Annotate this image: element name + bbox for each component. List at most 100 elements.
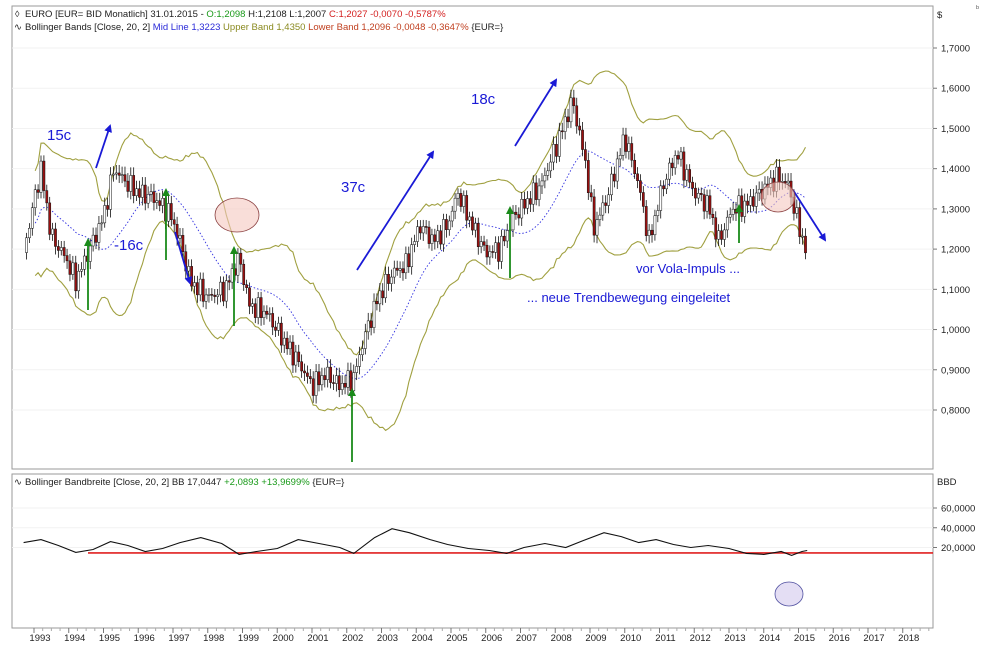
candle xyxy=(358,346,361,375)
candle xyxy=(54,222,57,255)
bandwidth-tick-label: 20,0000 xyxy=(941,543,975,554)
candle xyxy=(413,234,416,253)
candle xyxy=(795,199,799,219)
candle xyxy=(33,184,37,216)
candle xyxy=(656,204,660,223)
bandwidth-series xyxy=(23,528,933,607)
candle xyxy=(494,236,497,259)
trend-arrow-up xyxy=(514,78,558,147)
candle xyxy=(39,155,43,199)
year-tick-label: 1994 xyxy=(64,633,85,644)
candle xyxy=(146,186,150,209)
y-axis-ticks: 1,7000 1,6000 1,5000 1,4000 1,3000 1,2000 1,10… xyxy=(933,44,975,554)
candle xyxy=(491,245,495,259)
candle xyxy=(207,288,211,303)
candle xyxy=(332,374,335,390)
close-icon[interactable]: ᵇ xyxy=(976,4,979,13)
trend-arrow-up xyxy=(356,150,435,271)
year-tick-label: 2009 xyxy=(585,633,606,644)
candle xyxy=(135,180,138,202)
candle xyxy=(227,275,231,291)
candle xyxy=(311,371,315,403)
candle xyxy=(378,283,382,312)
candle xyxy=(555,136,558,164)
candle xyxy=(112,166,115,182)
candle xyxy=(149,183,153,202)
candle xyxy=(213,289,217,304)
year-tick-label: 2005 xyxy=(446,633,467,644)
bandwidth-line xyxy=(23,528,808,556)
year-tick-label: 2016 xyxy=(829,633,850,644)
bandwidth-change: +2,0893 +13,9699% xyxy=(224,477,310,488)
candle xyxy=(187,259,191,279)
candle xyxy=(731,202,735,221)
candle xyxy=(65,248,69,269)
candle xyxy=(607,187,610,214)
candle xyxy=(340,375,344,395)
candle xyxy=(91,227,95,252)
candle xyxy=(474,217,477,238)
candle xyxy=(647,223,651,244)
candle xyxy=(259,291,263,326)
candle xyxy=(586,152,590,200)
year-tick-label: 1995 xyxy=(99,633,120,644)
price-tick-label: 1,7000 xyxy=(941,44,970,55)
candle xyxy=(636,167,639,189)
annotation-15c: 15c xyxy=(47,127,72,144)
candle xyxy=(589,184,593,202)
candle xyxy=(676,150,680,165)
candle xyxy=(387,266,390,291)
candle xyxy=(534,175,538,206)
candle xyxy=(222,276,225,307)
x-axis-ticks: 1993 1994 1995 1996 1997 1998 1999 2000 2001 2002… xyxy=(29,628,930,644)
candle xyxy=(196,275,199,303)
high-low-values: H:1,2108 L:1,2007 xyxy=(248,9,326,20)
candle xyxy=(97,215,101,251)
price-tick-label: 1,3000 xyxy=(941,204,970,215)
highlight-circle xyxy=(214,197,260,233)
candle xyxy=(103,197,107,228)
candle xyxy=(335,367,338,392)
candle xyxy=(416,219,419,248)
candle xyxy=(566,108,570,128)
price-tick-label: 0,8000 xyxy=(941,406,970,417)
candle xyxy=(615,151,619,190)
candle xyxy=(45,184,49,211)
candle xyxy=(265,305,269,320)
candle xyxy=(749,189,752,213)
candle xyxy=(158,192,162,212)
year-tick-label: 2004 xyxy=(412,633,433,644)
candle xyxy=(62,240,66,263)
candle xyxy=(77,264,80,299)
candle xyxy=(500,229,503,269)
candle xyxy=(743,193,747,224)
price-tick-label: 1,2000 xyxy=(941,245,970,256)
candle xyxy=(699,187,703,202)
candle xyxy=(363,323,367,355)
candle xyxy=(248,282,251,315)
year-tick-label: 2017 xyxy=(863,633,884,644)
year-tick-label: 2000 xyxy=(273,633,294,644)
candle xyxy=(167,195,170,228)
candle xyxy=(251,298,254,314)
candle xyxy=(526,191,529,215)
candle xyxy=(613,166,616,188)
candle xyxy=(245,279,248,294)
trend-arrow-up xyxy=(95,124,112,169)
year-tick-label: 2006 xyxy=(481,633,502,644)
candle xyxy=(401,261,405,281)
candle xyxy=(239,248,243,273)
wave-icon: ∿ xyxy=(14,477,22,488)
candle xyxy=(198,272,202,302)
price-tick-label: 0,9000 xyxy=(941,365,970,376)
candle xyxy=(644,200,648,242)
candle xyxy=(308,369,312,384)
mid-line xyxy=(34,150,806,380)
year-tick-label: 2002 xyxy=(342,633,363,644)
candle xyxy=(314,364,318,404)
candle xyxy=(488,245,492,265)
candle xyxy=(453,193,457,220)
candle xyxy=(395,260,399,276)
candle xyxy=(604,195,608,214)
